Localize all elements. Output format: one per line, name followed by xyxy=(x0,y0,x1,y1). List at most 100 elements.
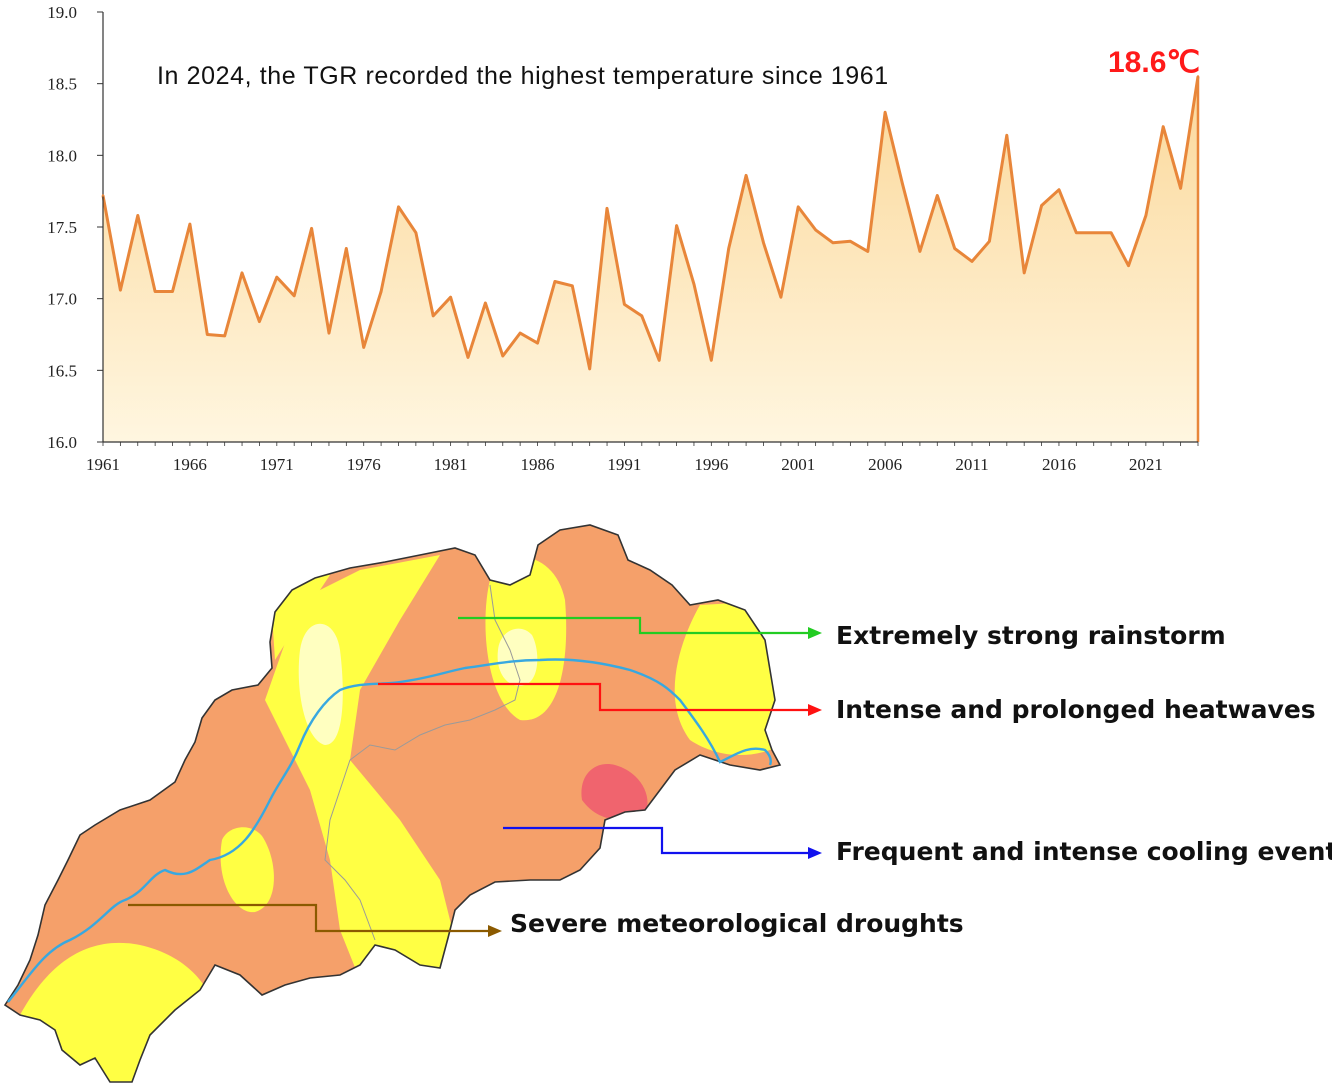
data-point-2015 xyxy=(1040,204,1043,207)
data-point-1980 xyxy=(432,314,435,318)
data-point-1977 xyxy=(379,290,383,293)
data-point-1966 xyxy=(188,222,192,226)
callout-rainstorm: Extremely strong rainstorm xyxy=(836,621,1226,650)
data-point-2014 xyxy=(1022,271,1026,275)
x-tick-label: 1981 xyxy=(434,455,468,474)
y-tick-label: 17.0 xyxy=(47,290,77,309)
x-tick-label: 2016 xyxy=(1042,455,1076,474)
data-point-2005 xyxy=(866,250,869,253)
data-point-1976 xyxy=(362,346,365,349)
data-point-2023 xyxy=(1179,187,1182,190)
data-point-2000 xyxy=(779,296,783,299)
data-point-1994 xyxy=(675,224,678,227)
data-point-1997 xyxy=(727,247,730,250)
data-point-2016 xyxy=(1057,188,1061,191)
data-point-1975 xyxy=(345,247,348,250)
region-outline xyxy=(3,524,782,1083)
data-point-1985 xyxy=(518,331,522,335)
data-point-1988 xyxy=(571,284,574,287)
yangtze-river xyxy=(7,658,772,1003)
chart-title: In 2024, the TGR recorded the highest te… xyxy=(157,62,889,90)
heatwave-connector xyxy=(378,682,808,712)
data-point-1974 xyxy=(327,331,331,335)
data-point-1991 xyxy=(623,303,626,306)
data-point-2010 xyxy=(953,247,956,250)
x-tick-label: 1976 xyxy=(347,455,381,474)
pale-zone-west xyxy=(298,623,343,745)
data-point-2012 xyxy=(988,240,991,243)
heatwave-arrowhead xyxy=(808,704,822,716)
y-tick-label: 18.5 xyxy=(47,75,77,94)
rainstorm-connector xyxy=(458,616,808,635)
data-point-1981 xyxy=(449,296,452,299)
data-point-2009 xyxy=(936,194,939,197)
yellow-zone-small xyxy=(220,827,274,913)
x-tick-label: 1961 xyxy=(86,455,120,474)
data-point-2022 xyxy=(1162,125,1165,128)
data-point-2021 xyxy=(1144,214,1148,217)
red-zone xyxy=(581,764,648,820)
data-point-group xyxy=(101,75,1200,371)
peak-annotation: 18.6℃ xyxy=(1108,46,1200,79)
y-tick-label: 16.0 xyxy=(47,433,77,452)
data-point-2024 xyxy=(1196,75,1200,78)
drought-arrowhead xyxy=(488,925,502,937)
temperature-area-fill xyxy=(103,76,1198,442)
x-tick-label: 2006 xyxy=(868,455,902,474)
data-point-2004 xyxy=(849,240,852,243)
data-point-2006 xyxy=(883,111,887,114)
cooling-connector xyxy=(503,826,808,855)
data-point-1971 xyxy=(275,275,279,279)
callout-heatwaves: Intense and prolonged heatwaves xyxy=(836,695,1316,724)
data-point-1995 xyxy=(692,283,696,286)
data-point-2002 xyxy=(814,228,817,232)
x-tick-group: 1961 1966 1971 1976 1981 1986 1991 1996 2001 2006… xyxy=(86,442,1199,474)
x-tick-label: 1991 xyxy=(607,455,641,474)
map-fill-layer xyxy=(5,525,780,1082)
x-tick-label: 1966 xyxy=(173,455,207,474)
y-tick-label: 17.5 xyxy=(47,218,77,237)
data-point-1969 xyxy=(240,271,244,275)
data-point-1983 xyxy=(484,301,487,305)
data-point-1972 xyxy=(292,294,296,297)
data-point-1982 xyxy=(466,356,470,359)
x-tick-label: 2001 xyxy=(781,455,815,474)
data-point-1984 xyxy=(501,354,504,358)
data-point-1964 xyxy=(153,290,157,293)
data-point-1963 xyxy=(136,214,139,217)
data-point-1999 xyxy=(762,241,765,244)
data-point-1998 xyxy=(744,174,748,177)
region-map: Extremely strong rainstorm Intense and p… xyxy=(3,524,1332,1083)
y-tick-label: 18.0 xyxy=(47,146,77,165)
data-point-2001 xyxy=(797,205,800,209)
data-point-1986 xyxy=(536,341,539,345)
data-point-2017 xyxy=(1075,231,1078,234)
data-point-1973 xyxy=(310,227,313,230)
data-point-1965 xyxy=(171,290,174,293)
x-tick-label: 2021 xyxy=(1129,455,1163,474)
cooling-arrowhead xyxy=(808,847,822,859)
drought-connector xyxy=(128,903,488,933)
data-point-1970 xyxy=(258,320,261,323)
temperature-chart: 16.0 16.5 17.0 17.5 18.0 18.5 19.0 1961 1966 197… xyxy=(47,3,1200,474)
data-point-1961 xyxy=(101,194,105,197)
data-point-2007 xyxy=(901,182,904,186)
inner-district-boundary xyxy=(324,584,521,941)
callout-cooling: Frequent and intense cooling events xyxy=(836,837,1332,866)
data-point-2008 xyxy=(918,250,922,253)
callout-connectors xyxy=(128,616,822,937)
y-tick-label: 16.5 xyxy=(47,361,77,380)
y-tick-group: 16.0 16.5 17.0 17.5 18.0 18.5 19.0 xyxy=(47,3,103,452)
temperature-line xyxy=(101,76,1200,371)
data-point-1967 xyxy=(206,333,209,336)
data-point-1979 xyxy=(414,231,418,234)
callout-drought: Severe meteorological droughts xyxy=(510,909,964,938)
data-point-1987 xyxy=(553,280,557,283)
data-point-1968 xyxy=(223,334,226,338)
data-point-1992 xyxy=(640,314,644,318)
data-point-1978 xyxy=(397,205,400,209)
data-point-1990 xyxy=(605,207,609,210)
data-point-1993 xyxy=(657,359,661,362)
data-point-2011 xyxy=(970,260,974,263)
